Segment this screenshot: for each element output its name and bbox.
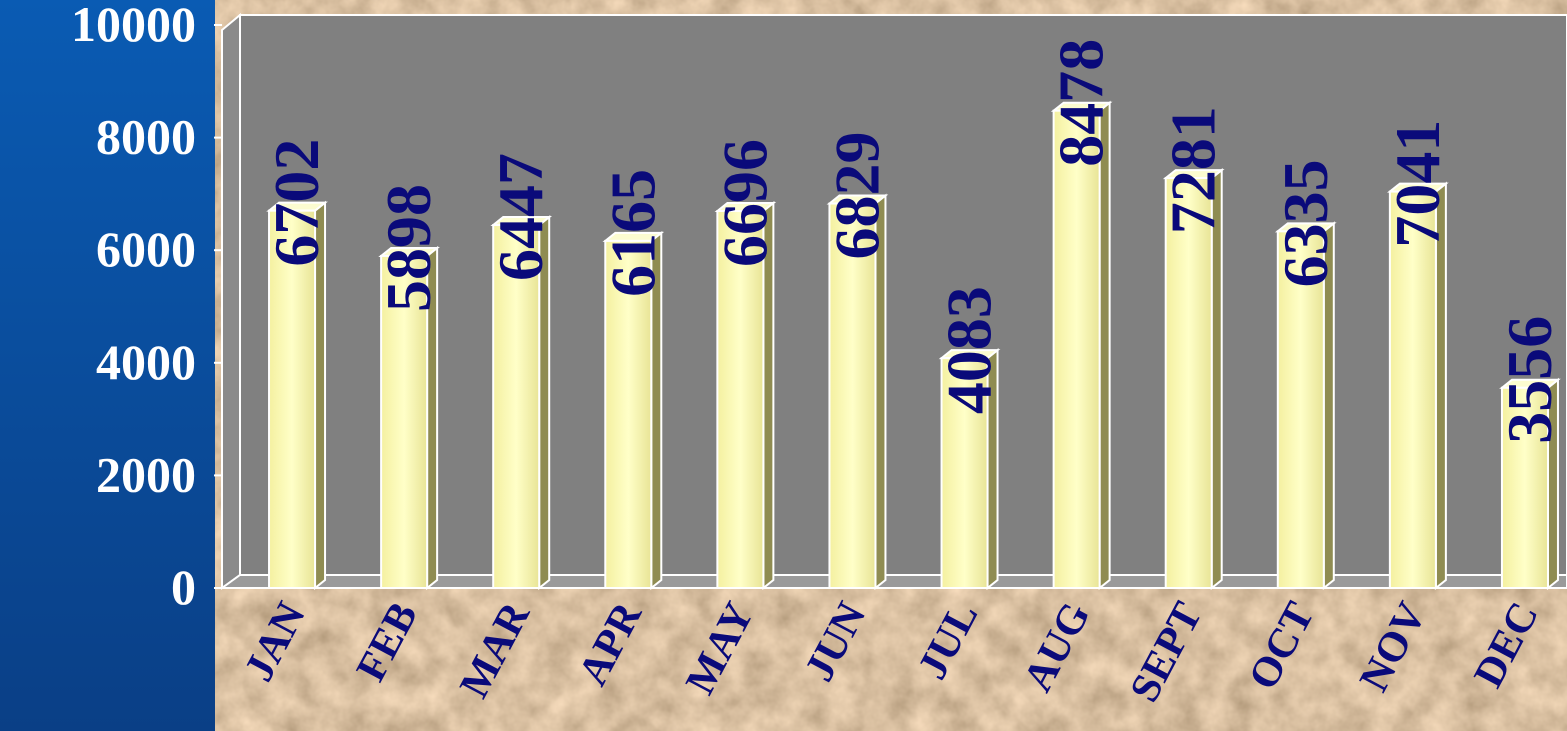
value-label: 5898 — [373, 184, 444, 312]
y-tick-label: 2000 — [96, 446, 196, 502]
bar — [940, 357, 989, 589]
y-tick-label: 4000 — [96, 334, 196, 390]
plot: 0200040006000800010000JAN6702FEB5898MAR6… — [71, 0, 1565, 709]
bar — [716, 210, 765, 589]
value-label: 6335 — [1270, 159, 1341, 287]
bar — [1164, 177, 1213, 589]
side-wall — [221, 12, 241, 590]
value-label: 7041 — [1382, 120, 1453, 248]
bar — [380, 254, 429, 589]
y-tick-label: 10000 — [71, 0, 196, 52]
bar — [1052, 109, 1101, 589]
value-label: 6165 — [597, 169, 668, 297]
bar — [1500, 386, 1549, 590]
bar-side — [1098, 100, 1111, 591]
value-label: 6447 — [485, 153, 556, 281]
value-label: 3556 — [1494, 316, 1565, 444]
bar — [268, 209, 317, 589]
y-tick-label: 6000 — [96, 221, 196, 277]
value-label: 4083 — [934, 286, 1005, 414]
bar — [1276, 230, 1325, 589]
y-tick-label: 8000 — [96, 109, 196, 165]
value-label: 8478 — [1046, 39, 1117, 167]
floor — [218, 574, 1567, 589]
bar — [492, 224, 541, 589]
value-label: 6702 — [261, 139, 332, 267]
bar — [828, 202, 877, 589]
value-label: 7281 — [1158, 106, 1229, 234]
value-label: 6829 — [821, 132, 892, 260]
bar — [604, 239, 653, 590]
value-label: 6696 — [709, 139, 780, 267]
side-panel — [0, 0, 215, 731]
y-tick-label: 0 — [171, 559, 196, 615]
bar — [1388, 190, 1437, 589]
